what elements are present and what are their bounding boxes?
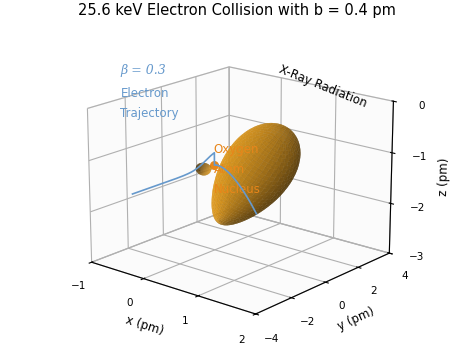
Text: Atom: Atom bbox=[214, 163, 245, 177]
Text: Electron: Electron bbox=[120, 87, 169, 100]
Text: Oxygen: Oxygen bbox=[214, 143, 259, 157]
Y-axis label: y (pm): y (pm) bbox=[336, 304, 376, 333]
Text: X-Ray Radiation: X-Ray Radiation bbox=[277, 63, 369, 110]
Text: β = 0.3: β = 0.3 bbox=[120, 64, 166, 77]
Title: 25.6 keV Electron Collision with b = 0.4 pm: 25.6 keV Electron Collision with b = 0.4… bbox=[78, 3, 396, 18]
X-axis label: x (pm): x (pm) bbox=[124, 314, 165, 338]
Text: Nucleus: Nucleus bbox=[214, 183, 261, 197]
Text: Trajectory: Trajectory bbox=[120, 107, 179, 120]
